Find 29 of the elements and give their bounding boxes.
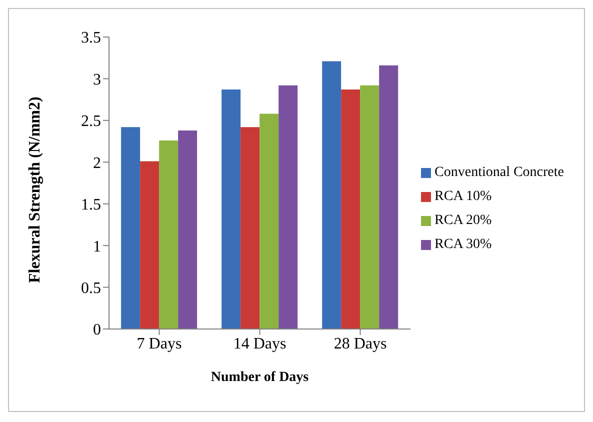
bar [360, 85, 380, 329]
legend-label: RCA 20% [434, 213, 492, 228]
bar [278, 85, 298, 329]
x-tick-label: 7 Days [136, 335, 182, 352]
y-tick-label: 2 [93, 154, 101, 172]
legend-label: RCA 10% [434, 189, 492, 204]
x-axis-title: Number of Days [210, 370, 310, 385]
bar [341, 90, 360, 329]
bar [178, 130, 198, 329]
x-tick-label: 14 Days [233, 335, 286, 352]
y-tick-label: 3 [93, 71, 101, 88]
y-tick-label: 2.5 [81, 113, 101, 130]
y-tick-label: 3.5 [81, 30, 101, 47]
y-tick-label: 1.5 [81, 196, 101, 214]
y-tick-label: 1 [93, 238, 101, 256]
y-axis-title: Flexural Strength (N/mm2) [26, 96, 44, 283]
bar [322, 61, 342, 329]
bar [121, 127, 140, 329]
legend-label: Conventional Concrete [434, 165, 564, 180]
bar [260, 114, 279, 329]
bar [140, 161, 160, 329]
x-tick-label: 28 Days [334, 335, 387, 352]
bar [379, 65, 398, 329]
legend-label: RCA 30% [434, 237, 492, 252]
bar [240, 127, 260, 329]
bar [222, 90, 241, 329]
y-tick-label: 0.5 [81, 280, 101, 297]
bar [159, 140, 178, 329]
y-tick-label: 0 [93, 322, 101, 339]
